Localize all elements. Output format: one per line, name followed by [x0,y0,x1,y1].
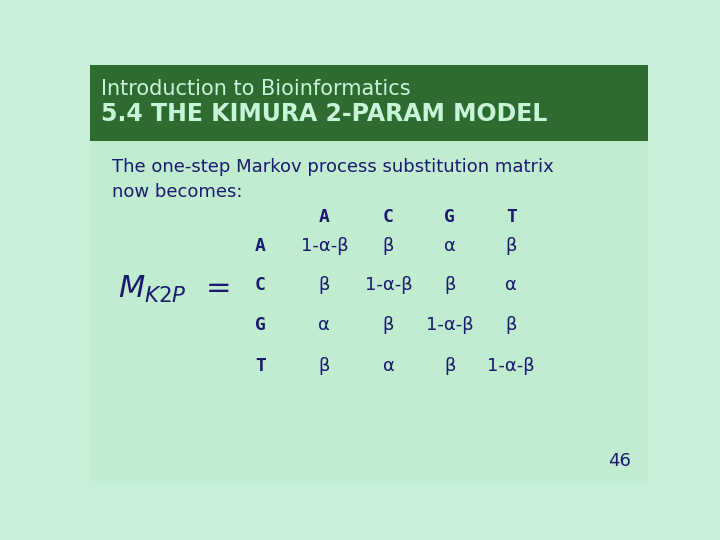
Text: A: A [255,237,266,255]
Bar [90,126,648,142]
Text: $\mathit{M}_{K2P}$  =: $\mathit{M}_{K2P}$ = [118,274,229,305]
Text: 5.4 THE KIMURA 2-PARAM MODEL: 5.4 THE KIMURA 2-PARAM MODEL [101,102,547,126]
Bar [90,234,648,249]
Text: α: α [318,316,330,334]
Bar [90,138,648,141]
Bar [90,157,648,173]
Bar [90,327,648,342]
Bar [90,188,648,204]
Text: 1-α-β: 1-α-β [426,316,474,334]
Text: A: A [319,207,330,226]
Bar [90,373,648,388]
Bar [90,65,648,80]
Text: C: C [383,207,394,226]
Bar [90,388,648,403]
Bar [90,419,648,434]
Text: α: α [444,237,456,255]
Bar [90,173,648,188]
Text: 1-α-β: 1-α-β [365,276,413,294]
Bar [90,434,648,450]
Text: α: α [505,276,517,294]
Bar [90,465,648,481]
Text: β: β [319,357,330,375]
Text: β: β [444,357,456,375]
Text: now becomes:: now becomes: [112,183,243,201]
Bar [90,249,648,265]
Text: The one-step Markov process substitution matrix: The one-step Markov process substitution… [112,158,554,177]
Text: β: β [444,276,456,294]
Bar [90,296,648,311]
Text: β: β [383,316,395,334]
Bar [90,80,648,96]
Bar [90,342,648,357]
Text: T: T [255,357,266,375]
Bar [90,219,648,234]
Text: β: β [505,316,517,334]
Bar [90,357,648,373]
Bar [90,142,648,157]
Text: Introduction to Bioinformatics: Introduction to Bioinformatics [101,79,411,99]
Bar [90,111,648,126]
Text: G: G [444,207,455,226]
Text: β: β [319,276,330,294]
Text: 1-α-β: 1-α-β [300,237,348,255]
Text: T: T [506,207,517,226]
Text: C: C [255,276,266,294]
Text: 1-α-β: 1-α-β [487,357,535,375]
Bar [90,265,648,280]
Text: β: β [505,237,517,255]
Bar [90,280,648,296]
Bar [90,450,648,465]
Bar [90,65,648,138]
Text: G: G [255,316,266,334]
Text: β: β [383,237,395,255]
Bar [90,403,648,419]
Text: 46: 46 [608,452,631,470]
Bar [90,96,648,111]
Bar [90,204,648,219]
Bar [90,311,648,327]
Text: α: α [382,357,395,375]
